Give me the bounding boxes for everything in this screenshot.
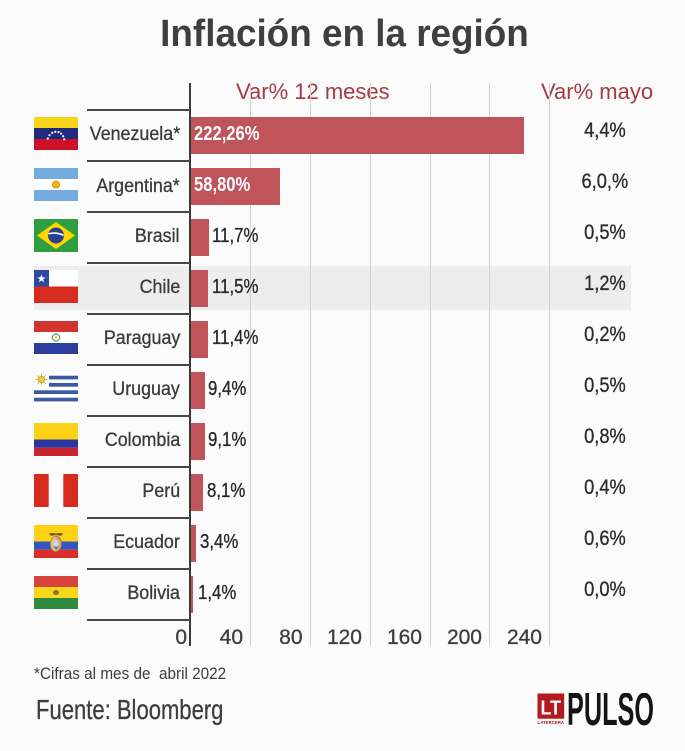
svg-text:LATERCERA: LATERCERA	[538, 720, 565, 726]
svg-text:LT: LT	[541, 698, 562, 720]
svg-text:PULSO: PULSO	[567, 693, 654, 727]
